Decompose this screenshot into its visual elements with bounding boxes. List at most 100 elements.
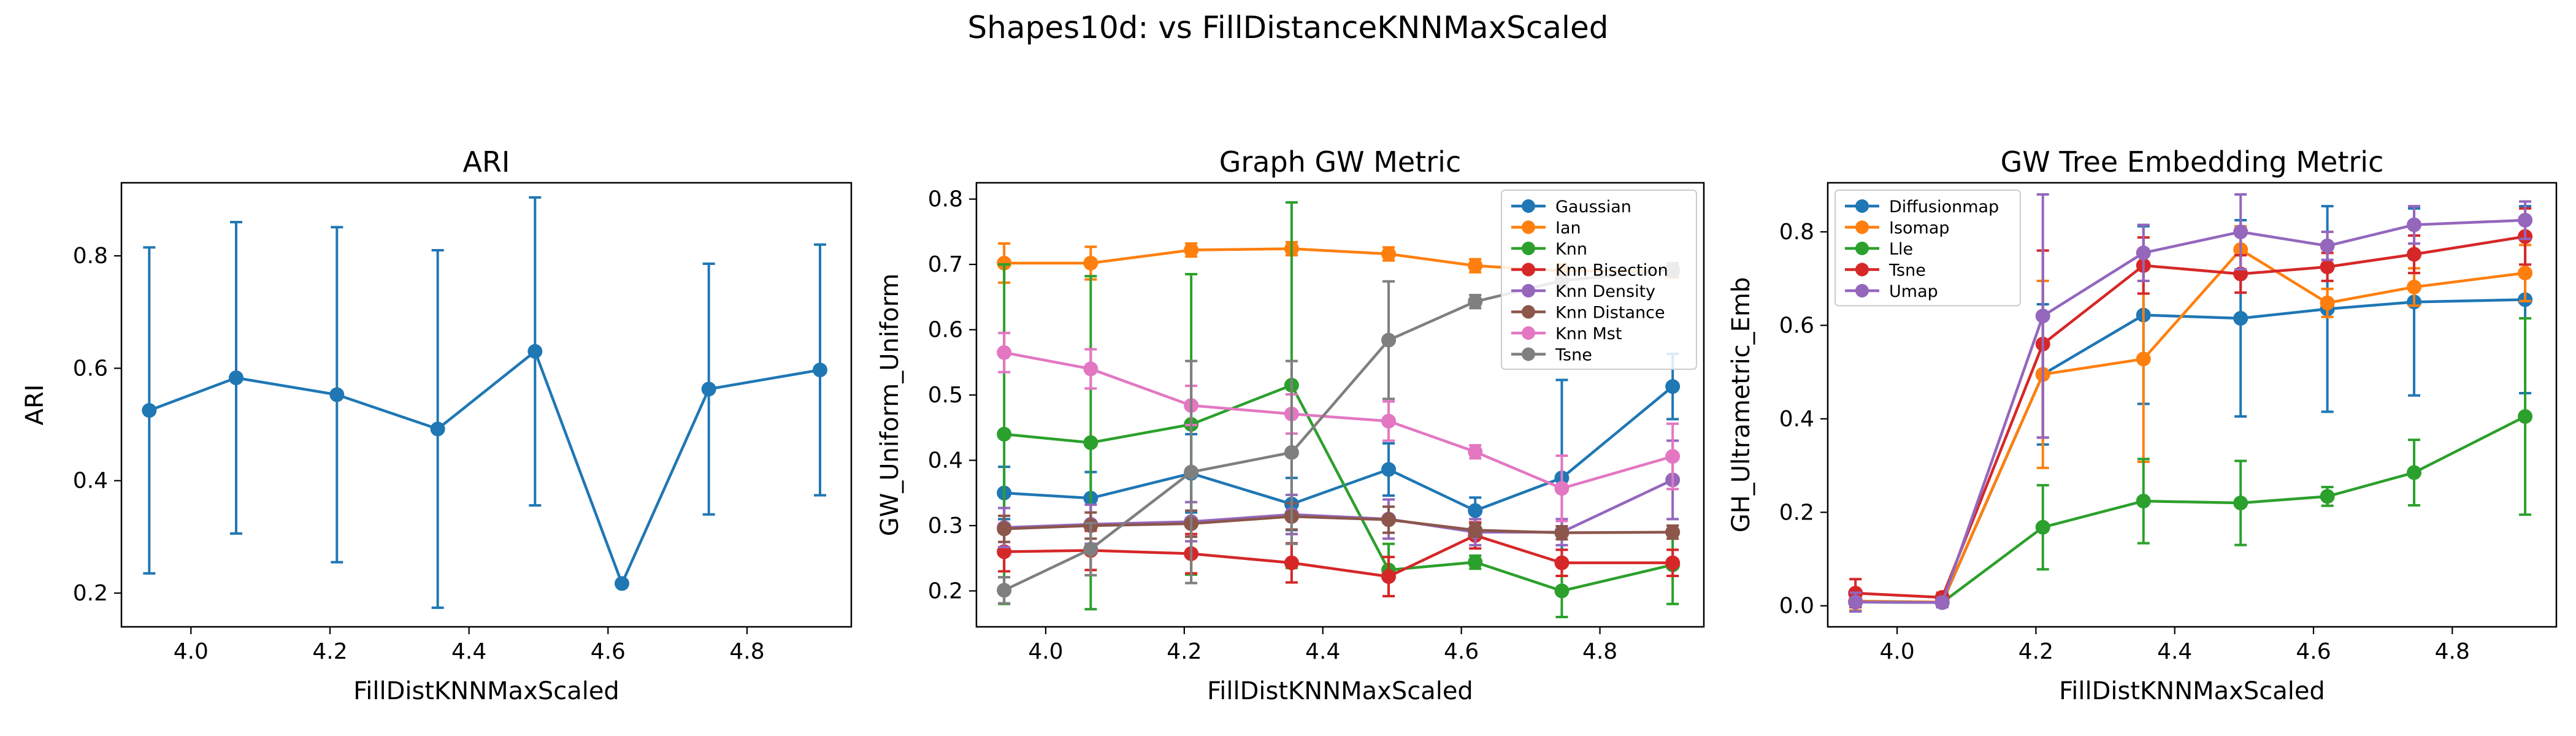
data-point	[2320, 489, 2335, 504]
legend-item: Tsne	[1511, 346, 1592, 365]
y-tick-label: 0.6	[73, 356, 108, 381]
legend-marker	[1522, 263, 1535, 277]
chart-panel-2: Graph GW Metric FillDistKNNMaxScaled GW_Un…	[876, 145, 1705, 705]
legend-label: Lle	[1889, 240, 1913, 259]
panel-title: Graph GW Metric	[1219, 145, 1461, 178]
data-point	[1284, 555, 1299, 570]
data-point	[527, 343, 543, 359]
chart-panel-3: GW Tree Embedding Metric FillDistKNNMaxSc…	[1727, 145, 2558, 705]
legend-item: Umap	[1845, 282, 1938, 301]
data-point	[1381, 569, 1397, 585]
x-tick-label: 4.4	[1305, 639, 1340, 664]
data-point	[1554, 555, 1570, 570]
x-axis-label: FillDistKNNMaxScaled	[2059, 677, 2325, 705]
data-point	[2407, 465, 2422, 480]
legend-marker	[1855, 220, 1869, 234]
data-point	[997, 255, 1012, 270]
legend-box	[1834, 190, 2021, 307]
data-point	[2320, 238, 2335, 253]
legend-marker	[1522, 199, 1535, 213]
data-point	[997, 583, 1012, 598]
legend-label: Tsne	[1555, 346, 1592, 365]
data-point	[813, 362, 827, 378]
legend-label: Knn Density	[1555, 282, 1655, 301]
y-tick-label: 0.8	[73, 243, 108, 269]
legend-marker	[1522, 220, 1535, 234]
legend-label: Gaussian	[1555, 197, 1631, 217]
data-point	[2136, 493, 2151, 508]
x-tick-label: 4.0	[174, 639, 209, 664]
data-point	[2407, 247, 2422, 262]
legend-item: Diffusionmap	[1845, 197, 1999, 217]
data-point	[1381, 332, 1397, 348]
x-axis-label: FillDistKNNMaxScaled	[353, 677, 619, 705]
x-tick-label: 4.0	[1880, 639, 1915, 664]
x-tick-label: 4.2	[312, 639, 347, 664]
series-1	[142, 196, 827, 609]
legend-marker	[1855, 263, 1869, 277]
data-point	[142, 403, 157, 418]
plot-area	[1848, 193, 2533, 613]
data-point	[1934, 595, 1950, 610]
legend-marker	[1855, 284, 1869, 297]
legend-item: Lle	[1845, 240, 1913, 259]
data-point	[1083, 255, 1098, 270]
data-point	[2320, 295, 2335, 310]
data-point	[2518, 212, 2533, 228]
y-tick-label: 0.2	[1779, 500, 1814, 525]
series-knn	[997, 201, 1681, 619]
data-point	[2136, 351, 2151, 367]
y-tick-label: 0.4	[1779, 407, 1814, 432]
data-point	[1381, 512, 1397, 527]
y-tick-label: 0.8	[1779, 220, 1814, 245]
data-point	[1284, 445, 1299, 460]
data-point	[1554, 525, 1570, 540]
legend-item: Knn Bisection	[1511, 261, 1668, 280]
legend-marker	[1522, 326, 1535, 340]
data-point	[430, 421, 445, 437]
series-line	[1004, 515, 1673, 534]
plot-area	[997, 201, 1681, 619]
data-point	[1848, 594, 1863, 610]
data-point	[2233, 224, 2248, 240]
y-tick-label: 0.6	[1779, 313, 1814, 338]
data-point	[615, 576, 629, 591]
data-point	[1665, 524, 1681, 540]
data-point	[229, 370, 243, 386]
x-tick-label: 4.8	[1582, 639, 1617, 664]
panels: ARI FillDistKNNMaxScaled ARI 4.0 4.2 4.4 4.6 4.…	[21, 145, 2558, 705]
x-tick-label: 4.8	[729, 639, 764, 664]
data-point	[701, 381, 716, 397]
axes-frame	[120, 182, 853, 628]
data-point	[2136, 245, 2151, 261]
series-umap	[1848, 193, 2533, 613]
legend-box	[1501, 190, 1697, 370]
series-line	[1003, 383, 1673, 592]
data-point	[1083, 542, 1098, 557]
y-tick-label: 0.0	[1779, 594, 1814, 619]
data-point	[1468, 258, 1483, 274]
legend-marker	[1522, 284, 1535, 297]
legend-item: Isomap	[1845, 219, 1950, 238]
chart-panel-1: ARI FillDistKNNMaxScaled ARI 4.0 4.2 4.4 4.6 4.…	[21, 145, 853, 705]
data-point	[1083, 435, 1098, 450]
data-point	[1665, 379, 1681, 394]
x-tick-label: 4.6	[591, 639, 626, 664]
data-point	[2320, 259, 2335, 275]
legend-marker	[1522, 305, 1535, 319]
series-lle	[1848, 317, 2533, 613]
series-line	[1855, 415, 2526, 604]
axes-frame	[975, 182, 1705, 628]
data-point	[329, 387, 345, 402]
series-line	[148, 349, 821, 588]
series-line	[1855, 298, 2526, 604]
y-tick-label: 0.3	[928, 513, 963, 539]
data-point	[997, 521, 1012, 537]
series-line	[1855, 248, 2526, 604]
data-point	[1468, 294, 1483, 309]
legend-label: Isomap	[1889, 219, 1950, 238]
y-tick-label: 0.4	[928, 448, 963, 473]
data-point	[1381, 413, 1397, 429]
axes-frame	[1827, 182, 2558, 628]
